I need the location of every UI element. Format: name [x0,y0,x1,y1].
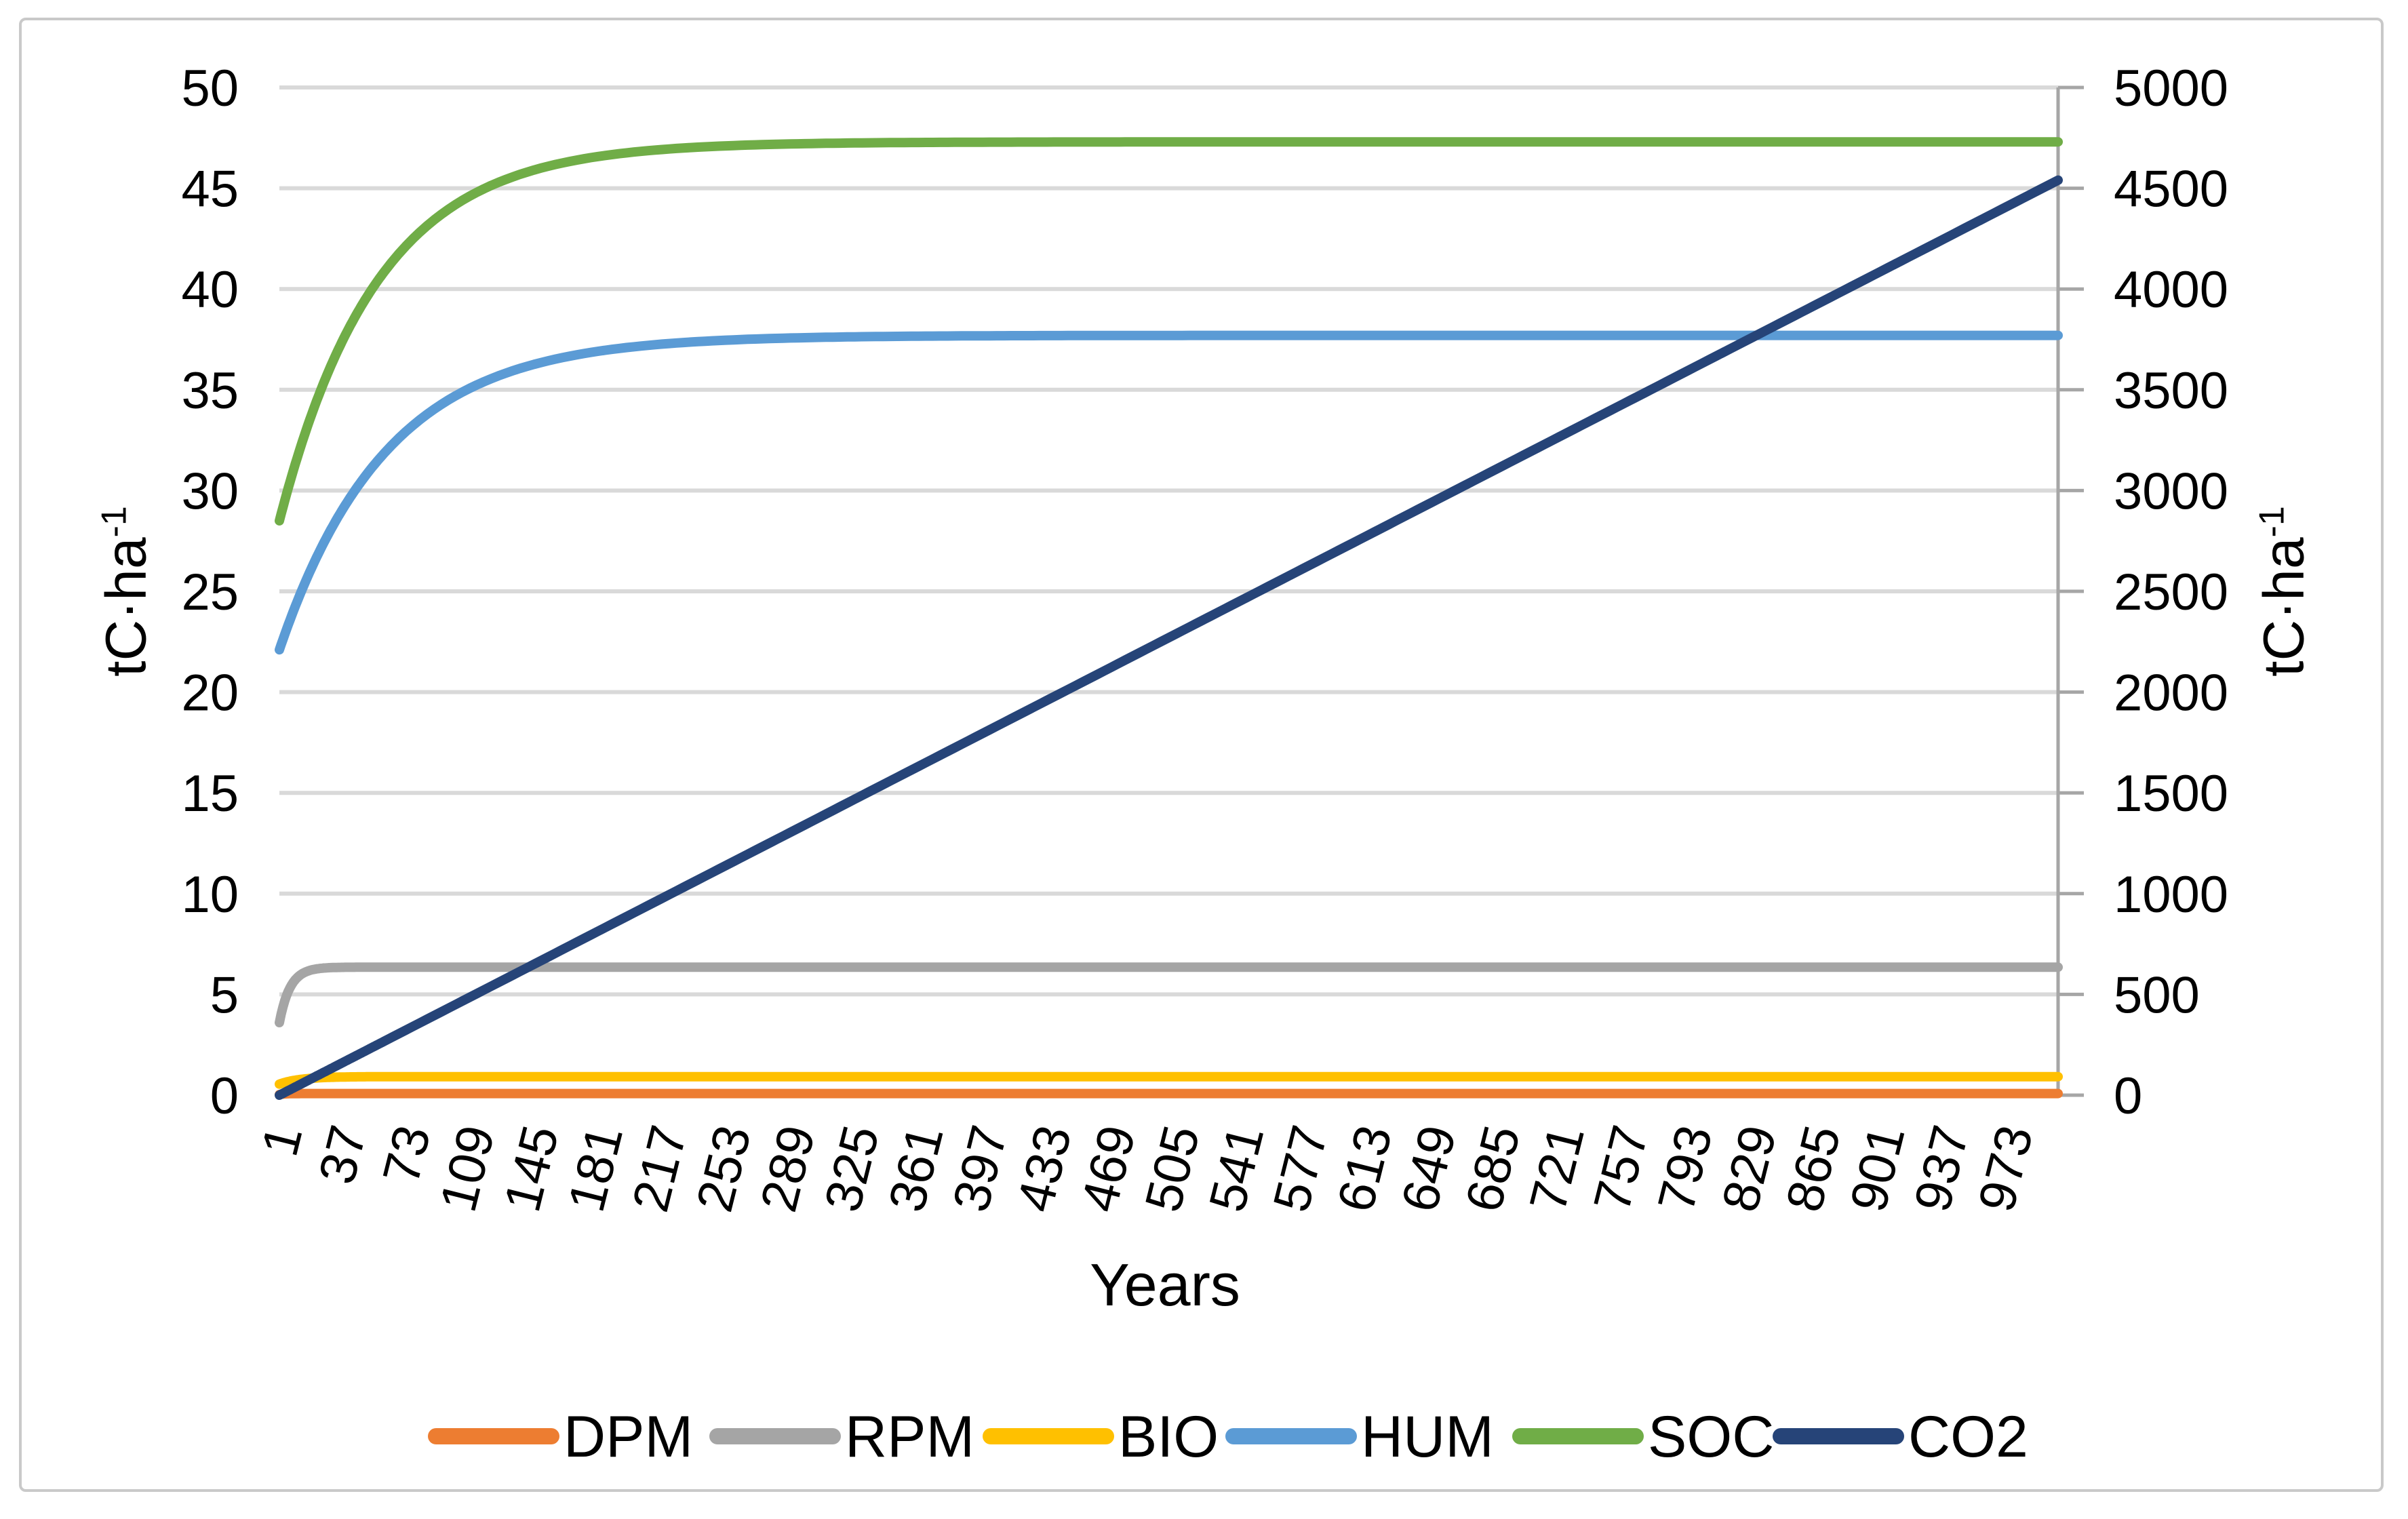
figure-border [19,18,2384,1492]
y-right-tick-label-3000: 3000 [2114,462,2228,520]
y-axis-right-title: tC·ha-1 [2251,506,2317,677]
y-right-tick-label-0: 0 [2114,1067,2142,1125]
y-left-tick-label-25: 25 [181,564,239,621]
y-right-tick-label-2000: 2000 [2114,665,2228,722]
y-right-tick-label-1500: 1500 [2114,765,2228,823]
y-axis-left-title-base: tC·ha [94,537,158,677]
y-left-tick-label-35: 35 [181,362,239,420]
x-tick-label-1: 1 [251,1120,314,1162]
series-line-hum [275,330,2063,655]
y-right-tick-label-1000: 1000 [2114,866,2228,924]
y-left-tick-label-0: 0 [210,1067,239,1125]
series-line-rpm [275,962,2063,1027]
y-axis-left-title: tC·ha-1 [94,506,159,677]
y-right-tick-label-4000: 4000 [2114,261,2228,319]
y-axis-right-title-base: tC·ha [2251,537,2316,677]
x-tick-label-73: 73 [372,1120,442,1190]
y-right-tick-label-3500: 3500 [2114,362,2228,420]
y-left-tick-label-20: 20 [181,665,239,722]
x-axis-title: Years [1090,1251,1240,1318]
y-left-tick-label-5: 5 [210,966,239,1024]
y-right-tick-label-4500: 4500 [2114,161,2228,218]
y-axis-right-title-sup: -1 [2252,506,2292,538]
legend-label-co2: CO2 [1908,1404,2028,1469]
series-line-soc [275,137,2063,526]
y-left-tick-label-50: 50 [181,60,239,117]
series-line-bio [275,1071,2063,1089]
legend-label-bio: BIO [1118,1404,1219,1469]
legend-label-dpm: DPM [564,1404,693,1469]
legend-label-hum: HUM [1361,1404,1494,1469]
series-line-co2 [275,175,2063,1100]
x-tick-label-37: 37 [308,1120,378,1190]
y-left-tick-label-15: 15 [181,765,239,823]
y-left-tick-label-45: 45 [181,161,239,218]
y-right-tick-label-2500: 2500 [2114,564,2228,621]
legend-label-soc: SOC [1648,1404,1774,1469]
legend-label-rpm: RPM [845,1404,974,1469]
y-left-tick-label-10: 10 [181,866,239,924]
y-left-tick-label-30: 30 [181,462,239,520]
y-right-tick-label-5000: 5000 [2114,60,2228,117]
series-line-dpm [275,1088,2063,1100]
y-right-tick-label-500: 500 [2114,966,2200,1024]
y-axis-left-title-sup: -1 [94,506,134,538]
y-left-tick-label-40: 40 [181,261,239,319]
